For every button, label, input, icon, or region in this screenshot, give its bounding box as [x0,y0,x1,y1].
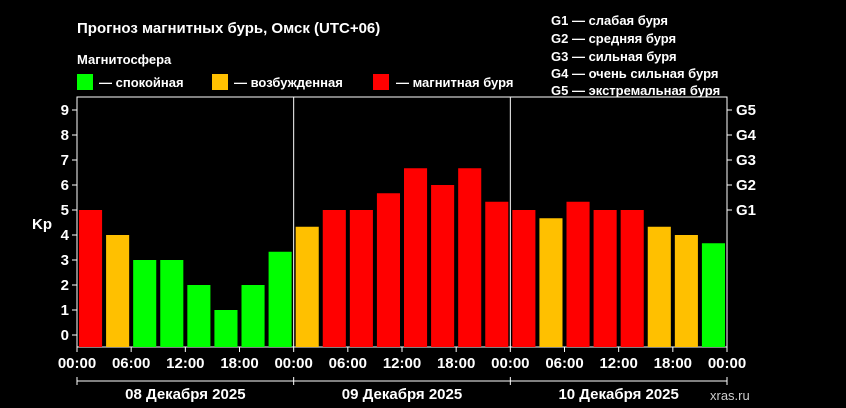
kp-bar [79,210,103,347]
legend-label-quiet: — спокойная [99,75,184,90]
x-tick-label: 18:00 [220,355,258,372]
legend-swatch-active [212,74,228,90]
kp-bar [620,210,644,347]
y-tick-label: 7 [61,152,69,169]
legend-heading: Магнитосфера [77,52,172,67]
day-label: 08 Декабря 2025 [125,386,245,403]
kp-bar [376,193,400,347]
x-tick-label: 00:00 [708,355,746,372]
plot-area: 0 1 2 3 4 5 6 7 8 9 G1 G2 G3 G4 G5 00:00 06:00 12:00 18:00… [58,96,757,403]
x-tick-label: 12:00 [383,355,421,372]
kp-bar [214,310,238,347]
g-scale-legend: G1 — слабая буря G2 — средняя буря G3 — … [551,13,720,98]
kp-bar [268,251,292,347]
kp-bar [647,226,671,347]
kp-bar [133,260,157,347]
g-scale-g3: G3 — сильная буря [551,49,677,64]
kp-bar [106,235,130,347]
kp-bar [295,226,319,347]
kp-bar [485,201,509,347]
x-tick-label: 12:00 [166,355,204,372]
kp-bar [241,285,265,347]
y-axis-label: Kp [32,216,52,233]
x-tick-label: 00:00 [274,355,312,372]
legend-label-active: — возбужденная [234,75,343,90]
y-tick-label: 3 [61,252,69,269]
kp-bar [187,285,211,347]
x-tick-label: 00:00 [491,355,529,372]
x-tick-label: 12:00 [599,355,637,372]
y-tick-label: 4 [61,227,70,244]
kp-bar [431,185,455,347]
g-tick-label: G3 [736,152,756,169]
y-tick-label: 9 [61,102,69,119]
kp-bar [160,260,184,347]
kp-bar [458,168,482,347]
chart-title: Прогноз магнитных бурь, Омск (UTC+06) [77,20,380,37]
g-scale-g1: G1 — слабая буря [551,13,668,28]
kp-bar [593,210,617,347]
kp-bar [701,243,725,347]
day-label: 10 Декабря 2025 [558,386,678,403]
watermark: xras.ru [710,388,750,403]
kp-bar [349,210,373,347]
g-tick-label: G2 [736,177,756,194]
kp-bar [322,210,346,347]
kp-bar [674,235,698,347]
g-tick-label: G1 [736,202,756,219]
legend-label-storm: — магнитная буря [396,75,513,90]
y-tick-label: 2 [61,277,69,294]
x-tick-label: 06:00 [329,355,367,372]
g-scale-g4: G4 — очень сильная буря [551,66,718,81]
y-tick-label: 8 [61,127,69,144]
x-tick-label: 06:00 [112,355,150,372]
y-tick-label: 0 [61,327,69,344]
kp-bar [404,168,428,347]
legend: — спокойная — возбужденная — магнитная б… [77,74,513,90]
y-tick-label: 5 [61,202,69,219]
kp-bar [512,210,536,347]
x-tick-label: 18:00 [654,355,692,372]
g-scale-g5: G5 — экстремальная буря [551,83,720,98]
x-tick-label: 06:00 [545,355,583,372]
x-tick-label: 00:00 [58,355,96,372]
legend-swatch-storm [373,74,389,90]
x-tick-label: 18:00 [437,355,475,372]
kp-bar [566,201,590,347]
kp-bar [539,218,563,347]
g-tick-label: G4 [736,127,757,144]
y-tick-label: 1 [61,302,69,319]
g-scale-g2: G2 — средняя буря [551,31,676,46]
y-tick-label: 6 [61,177,69,194]
day-label: 09 Декабря 2025 [342,386,462,403]
legend-swatch-quiet [77,74,93,90]
g-tick-label: G5 [736,102,756,119]
